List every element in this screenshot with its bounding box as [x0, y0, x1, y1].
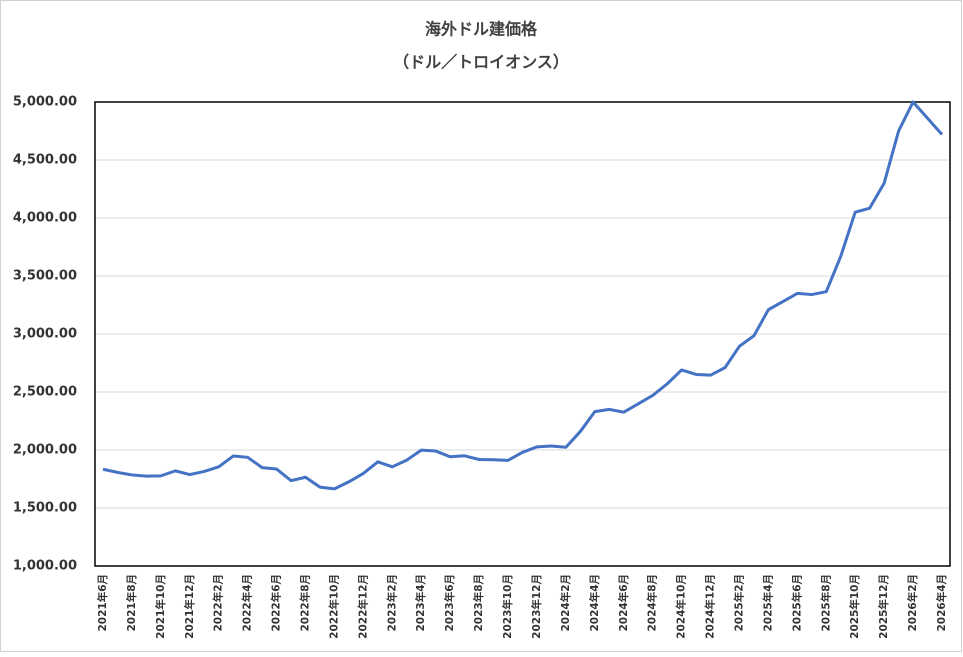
y-tick-label: 3,000.00: [13, 327, 77, 342]
x-tick-label: 2022年8月: [299, 574, 312, 632]
x-tick-label: 2025年2月: [732, 574, 745, 632]
plot-border: [94, 101, 951, 567]
x-tick-label: 2025年6月: [790, 574, 803, 632]
x-tick-label: 2022年10月: [327, 574, 340, 639]
data-line: [102, 100, 944, 491]
x-tick-label: 2024年4月: [588, 574, 601, 632]
chart-subtitle: （ドル／トロイオンス）: [393, 53, 569, 72]
x-tick-label: 2022年2月: [212, 574, 225, 632]
y-tick-label: 5,000.00: [13, 95, 77, 110]
x-tick-label: 2023年8月: [472, 574, 485, 632]
x-tick-label: 2022年6月: [270, 574, 283, 632]
x-tick-label: 2024年12月: [704, 574, 717, 639]
x-tick-label: 2026年4月: [935, 574, 948, 632]
x-tick-label: 2024年2月: [559, 574, 572, 632]
x-tick-label: 2021年8月: [125, 574, 138, 632]
x-tick-label: 2023年2月: [385, 574, 398, 632]
x-tick-label: 2025年12月: [877, 574, 890, 639]
x-tick-label: 2021年6月: [96, 574, 109, 632]
x-tick-label: 2023年4月: [414, 574, 427, 632]
x-tick-label: 2021年10月: [154, 574, 167, 639]
y-tick-label: 3,500.00: [13, 269, 77, 284]
x-tick-label: 2025年10月: [848, 574, 861, 639]
x-tick-label: 2026年2月: [906, 574, 919, 632]
y-tick-label: 2,500.00: [13, 385, 77, 400]
x-tick-label: 2024年6月: [617, 574, 630, 632]
y-tick-label: 4,000.00: [13, 211, 77, 226]
x-tick-label: 2024年10月: [675, 574, 688, 639]
x-tick-label: 2022年4月: [241, 574, 254, 632]
y-tick-label: 4,500.00: [13, 153, 77, 168]
x-tick-label: 2023年10月: [501, 574, 514, 639]
y-tick-label: 2,000.00: [13, 443, 77, 458]
x-tick-label: 2025年4月: [761, 574, 774, 632]
x-tick-label: 2024年8月: [646, 574, 659, 632]
chart-title: 海外ドル建価格: [425, 20, 538, 39]
x-tick-label: 2021年12月: [183, 574, 196, 639]
x-tick-label: 2022年12月: [356, 574, 369, 639]
x-tick-label: 2023年12月: [530, 574, 543, 639]
x-tick-label: 2023年6月: [443, 574, 456, 632]
y-tick-label: 1,500.00: [13, 501, 77, 516]
x-tick-label: 2025年8月: [819, 574, 832, 632]
y-tick-label: 1,000.00: [13, 559, 77, 574]
